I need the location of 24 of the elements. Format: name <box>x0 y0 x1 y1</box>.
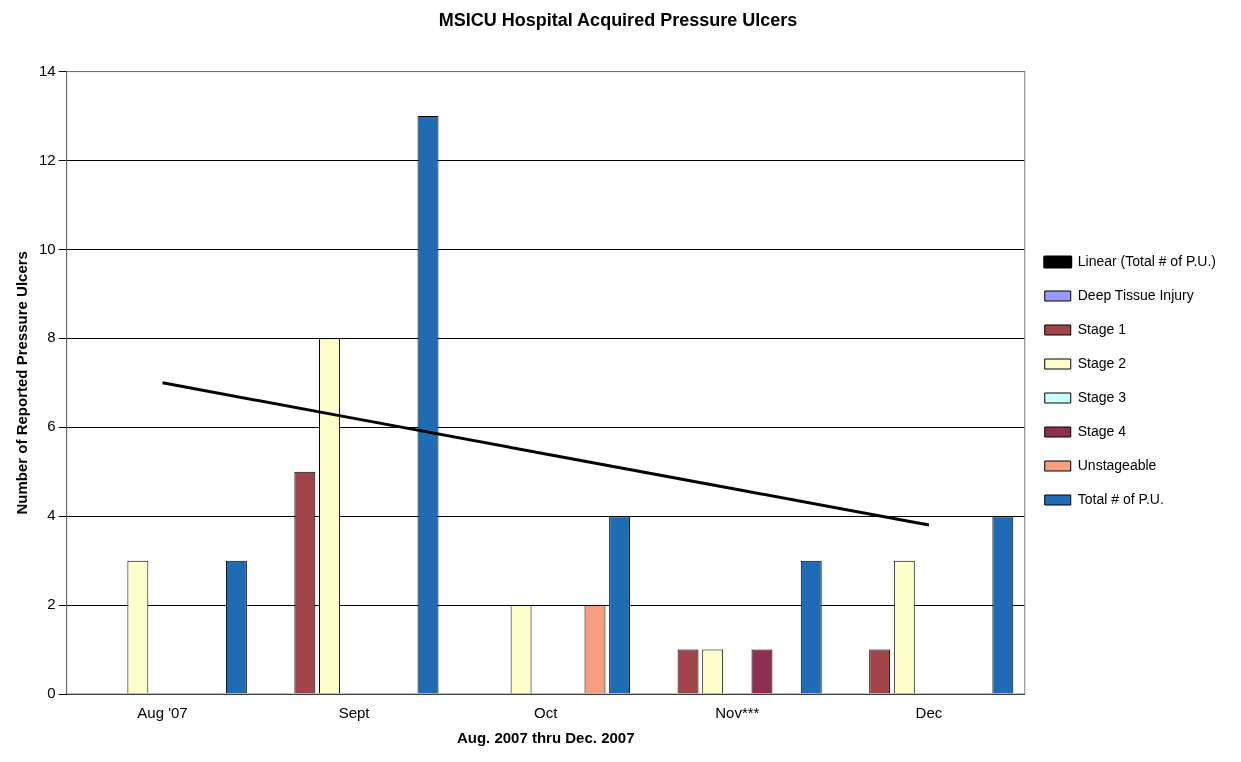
x-tick-label: Aug '07 <box>137 704 188 722</box>
y-tick-label: 4 <box>47 506 56 524</box>
x-axis-title: Aug. 2007 thru Dec. 2007 <box>456 729 635 747</box>
chart-title: MSICU Hospital Acquired Pressure Ulcers <box>438 9 798 30</box>
legend-label: Total # of P.U. <box>1077 490 1164 507</box>
y-tick-label: 10 <box>39 239 56 257</box>
x-tick-label: Nov*** <box>715 704 760 722</box>
y-axis-title: Number of Reported Pressure Ulcers <box>13 251 31 515</box>
legend-label: Stage 4 <box>1077 422 1127 439</box>
x-tick-label: Sept <box>338 704 371 722</box>
legend-label: Stage 1 <box>1077 320 1127 337</box>
y-tick-label: 0 <box>47 684 56 702</box>
y-tick-label: 14 <box>39 61 56 79</box>
y-tick-label: 12 <box>39 150 56 168</box>
legend-label: Stage 2 <box>1077 354 1127 371</box>
y-tick-label: 8 <box>47 328 56 346</box>
x-tick-label: Oct <box>534 704 559 722</box>
y-tick-label: 2 <box>47 595 56 613</box>
legend-label: Linear (Total # of P.U.) <box>1077 252 1217 269</box>
legend-label: Stage 3 <box>1077 388 1127 405</box>
legend-label: Unstageable <box>1077 456 1157 473</box>
y-tick-label: 6 <box>47 417 56 435</box>
legend-label: Deep Tissue Injury <box>1077 286 1194 303</box>
x-tick-label: Dec <box>915 704 943 722</box>
